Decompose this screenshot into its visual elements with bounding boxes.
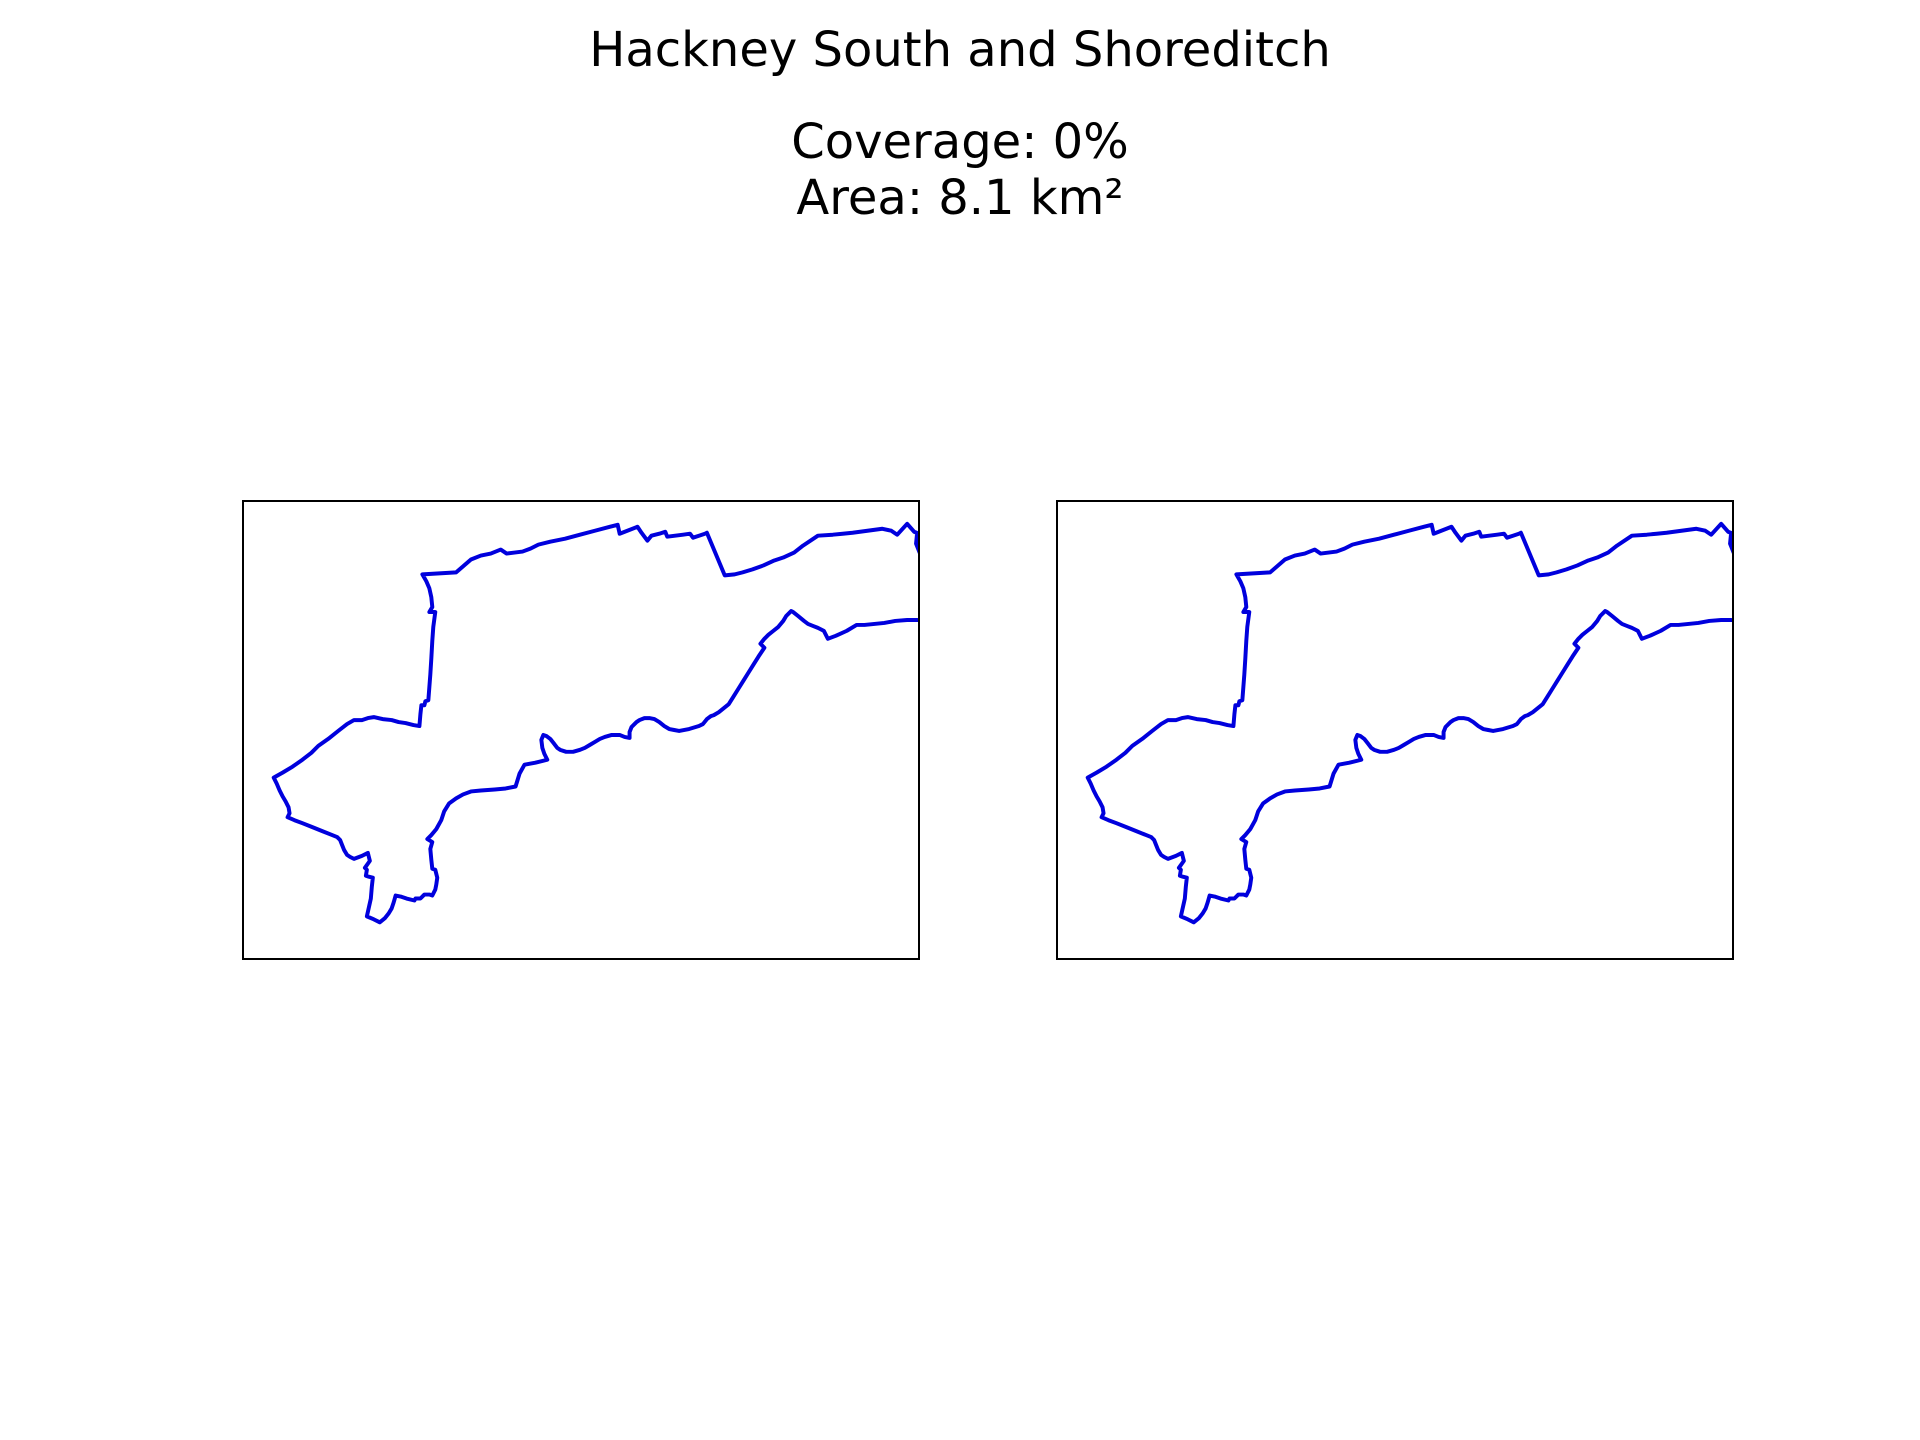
constituency-boundary	[1085, 521, 1732, 925]
figure-title: Hackney South and Shoreditch	[589, 22, 1331, 78]
area-label: Area: 8.1 km²	[796, 170, 1124, 226]
coverage-label: Coverage: 0%	[791, 114, 1129, 170]
map-canvas-left	[271, 521, 918, 925]
map-canvas-right	[1085, 521, 1732, 925]
constituency-boundary	[271, 521, 918, 925]
map-panel-right	[1056, 500, 1734, 960]
figure-stats: Coverage: 0% Area: 8.1 km²	[0, 114, 1920, 226]
map-panel-left	[242, 500, 920, 960]
